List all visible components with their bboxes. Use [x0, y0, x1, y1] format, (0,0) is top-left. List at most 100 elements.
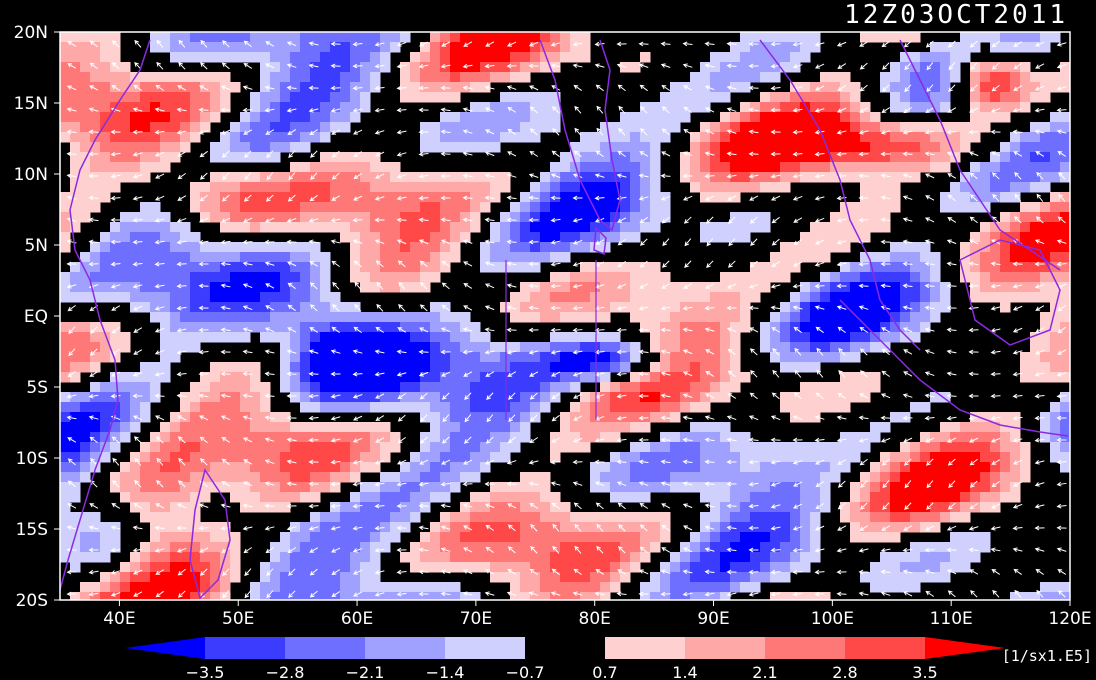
- field-cell: [120, 212, 131, 223]
- field-cell: [120, 252, 131, 263]
- field-cell: [290, 112, 301, 123]
- field-cell: [1030, 242, 1041, 253]
- field-cell: [260, 332, 271, 343]
- field-cell: [60, 352, 71, 363]
- field-cell: [590, 592, 601, 601]
- field-cell: [670, 362, 681, 373]
- field-cell: [120, 112, 131, 123]
- field-cell: [290, 302, 301, 313]
- field-cell: [290, 82, 301, 93]
- field-cell: [690, 302, 701, 313]
- field-cell: [680, 292, 691, 303]
- field-cell: [500, 342, 511, 353]
- field-cell: [560, 162, 571, 173]
- field-cell: [900, 242, 911, 253]
- field-cell: [710, 492, 721, 503]
- field-cell: [290, 212, 301, 223]
- field-cell: [460, 312, 471, 323]
- wind-vector: [111, 305, 121, 311]
- field-cell: [250, 202, 261, 213]
- field-cell: [290, 492, 301, 503]
- wind-vector: [1034, 372, 1045, 377]
- wind-vector: [308, 239, 319, 245]
- field-cell: [620, 272, 631, 283]
- field-cell: [150, 362, 161, 373]
- field-cell: [1060, 372, 1071, 383]
- field-cell: [880, 122, 891, 133]
- field-cell: [1010, 222, 1021, 233]
- field-cell: [320, 292, 331, 303]
- field-cell: [110, 472, 121, 483]
- field-cell: [390, 502, 401, 513]
- field-cell: [880, 282, 891, 293]
- field-cell: [320, 462, 331, 473]
- field-cell: [950, 492, 961, 503]
- field-cell: [890, 32, 901, 43]
- wind-vector: [616, 283, 627, 289]
- field-cell: [750, 122, 761, 133]
- field-cell: [460, 72, 471, 83]
- field-cell: [560, 432, 571, 443]
- field-cell: [280, 472, 291, 483]
- wind-vector: [968, 129, 979, 135]
- wind-vector: [682, 173, 693, 179]
- field-cell: [160, 362, 171, 373]
- field-cell: [430, 62, 441, 73]
- field-cell: [640, 492, 651, 503]
- field-cell: [250, 262, 261, 273]
- field-cell: [200, 272, 211, 283]
- wind-vector: [748, 437, 759, 443]
- field-cell: [540, 522, 551, 533]
- field-cell: [150, 552, 161, 563]
- wind-vector: [902, 327, 913, 333]
- field-cell: [120, 242, 131, 253]
- field-cell: [450, 582, 461, 593]
- field-cell: [320, 272, 331, 283]
- field-cell: [180, 452, 191, 463]
- field-cell: [350, 232, 361, 243]
- field-cell: [640, 412, 651, 423]
- field-cell: [970, 412, 981, 423]
- field-cell: [440, 232, 451, 243]
- field-cell: [800, 42, 811, 53]
- field-cell: [690, 432, 701, 443]
- wind-vector: [352, 371, 363, 377]
- field-cell: [370, 522, 381, 533]
- field-cell: [140, 222, 151, 233]
- field-cell: [360, 502, 371, 513]
- wind-vector: [132, 239, 143, 245]
- field-cell: [160, 502, 171, 513]
- wind-vector: [287, 129, 297, 136]
- field-cell: [640, 102, 651, 113]
- field-cell: [880, 422, 891, 433]
- field-cell: [810, 442, 821, 453]
- field-cell: [700, 432, 711, 443]
- field-cell: [390, 162, 401, 173]
- field-cell: [300, 102, 311, 113]
- field-cell: [230, 442, 241, 453]
- field-cell: [950, 132, 961, 143]
- field-cell: [370, 72, 381, 83]
- wind-vector: [440, 129, 451, 135]
- field-cell: [150, 272, 161, 283]
- field-cell: [840, 112, 851, 123]
- field-cell: [520, 312, 531, 323]
- field-cell: [280, 172, 291, 183]
- field-cell: [1040, 592, 1051, 601]
- field-cell: [430, 272, 441, 283]
- wind-vector: [353, 151, 363, 158]
- field-cell: [90, 32, 101, 43]
- wind-vector: [220, 371, 231, 377]
- field-cell: [360, 182, 371, 193]
- plot-title: 12Z03OCT2011: [844, 0, 1068, 30]
- field-cell: [270, 82, 281, 93]
- wind-vector: [462, 195, 473, 201]
- field-cell: [970, 192, 981, 203]
- field-cell: [340, 162, 351, 173]
- field-cell: [60, 272, 71, 283]
- wind-vector: [904, 84, 912, 93]
- field-cell: [140, 552, 151, 563]
- wind-vector: [617, 84, 626, 92]
- field-cell: [620, 222, 631, 233]
- field-cell: [320, 482, 331, 493]
